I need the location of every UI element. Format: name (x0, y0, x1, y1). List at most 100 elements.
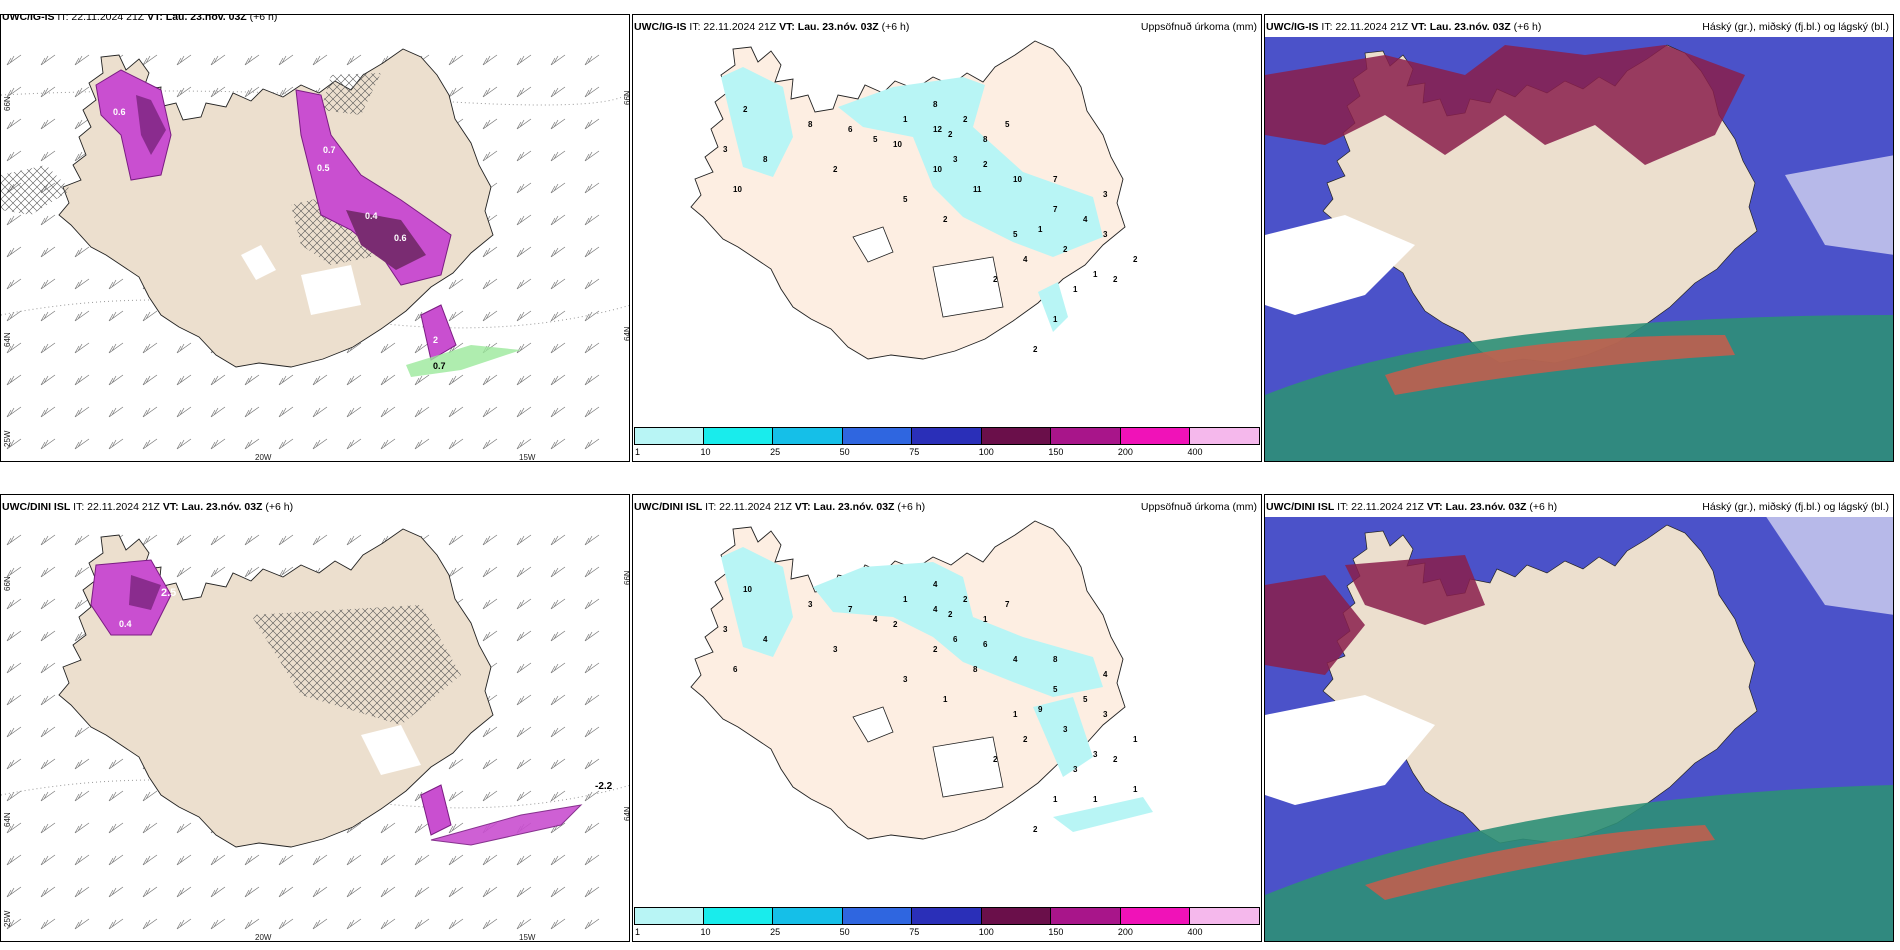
wind-barb (108, 406, 124, 418)
wind-barb (482, 918, 498, 930)
colorbar-swatch (634, 907, 704, 925)
wind-barb (482, 630, 498, 642)
colorbar-swatch (1051, 907, 1121, 925)
snow-value-label: -2.2 (595, 781, 613, 792)
wind-barb (210, 374, 226, 386)
precip-value-label: 11 (973, 185, 982, 194)
wind-barb (516, 534, 532, 546)
map-panel-dini-clouds[interactable]: UWC/DINI ISL IT: 22.11.2024 21Z VT: Lau.… (1264, 494, 1894, 942)
wind-barb (6, 854, 22, 866)
wind-barb (6, 534, 22, 546)
wind-barb (380, 822, 396, 834)
wind-barb (516, 310, 532, 322)
wind-barb (482, 246, 498, 258)
precip-value-label: 2 (963, 115, 968, 124)
wind-barb (6, 246, 22, 258)
panel-title: Uppsöfnuð úrkoma (mm) (1140, 21, 1257, 33)
panel-header: UWC/IG-IS IT: 22.11.2024 21Z VT: Lau. 23… (1266, 21, 1542, 33)
colorbar-tick-label: 1 (635, 927, 641, 937)
map-panel-dini-precip[interactable]: UWC/DINI ISL IT: 22.11.2024 21Z VT: Lau.… (632, 494, 1262, 942)
wind-barb (584, 598, 600, 610)
panel-title: Háský (gr.), miðský (fj.bl.) og lágský (… (1702, 501, 1889, 513)
wind-barb (6, 726, 22, 738)
wind-barb (550, 726, 566, 738)
wind-barb (380, 438, 396, 450)
wind-barb (584, 118, 600, 130)
wind-barb (550, 150, 566, 162)
precip-value-label: 5 (903, 195, 908, 204)
wind-barb (210, 886, 226, 898)
wind-barb (584, 758, 600, 770)
longitude-label: 15W (519, 453, 536, 462)
precip-value-label: 3 (723, 145, 728, 154)
wind-barb (584, 534, 600, 546)
colorbar-swatch (773, 907, 843, 925)
wind-barb (584, 150, 600, 162)
wind-barb (516, 118, 532, 130)
wind-barb (108, 822, 124, 834)
wind-barb (516, 726, 532, 738)
colorbar-tick-label: 100 (978, 447, 994, 457)
wind-barb (584, 886, 600, 898)
wind-barb (516, 886, 532, 898)
precip-value-label: 8 (1053, 655, 1058, 664)
wind-barb (278, 854, 294, 866)
wind-barb (244, 438, 260, 450)
precip-value-label: 3 (903, 675, 908, 684)
wind-barb (40, 278, 56, 290)
wind-barb (550, 566, 566, 578)
wind-barb (550, 182, 566, 194)
panel-header: UWC/DINI ISL IT: 22.11.2024 21Z VT: Lau.… (2, 501, 294, 513)
precip-value-label: 1 (1093, 795, 1098, 804)
wind-barb (312, 374, 328, 386)
map-panel-ig-clouds[interactable]: UWC/IG-IS IT: 22.11.2024 21Z VT: Lau. 23… (1264, 14, 1894, 462)
map-panel-dini-snow[interactable]: UWC/DINI ISL IT: 22.11.2024 21Z VT: Lau.… (0, 494, 630, 942)
panel-title: Uppsöfnuð úrkoma (mm) (1140, 501, 1257, 513)
wind-barb (40, 822, 56, 834)
map-canvas (690, 520, 1153, 840)
wind-barb (550, 54, 566, 66)
wind-barb (40, 598, 56, 610)
precip-value-label: 4 (933, 580, 938, 589)
wind-barb (244, 854, 260, 866)
wind-barb (278, 54, 294, 66)
colorbar-swatch (703, 427, 774, 445)
colorbar-tick-label: 100 (978, 927, 994, 937)
map-panel-ig-snow[interactable]: UWC/IG-IS IT: 22.11.2024 21Z VT: Lau. 23… (0, 14, 630, 462)
wind-barb (312, 886, 328, 898)
precip-value-label: 8 (763, 155, 768, 164)
wind-barb (210, 854, 226, 866)
wind-barb (40, 694, 56, 706)
wind-barb (40, 310, 56, 322)
precip-value-label: 4 (1103, 670, 1108, 679)
wind-barb (74, 854, 90, 866)
precip-value-label: 10 (743, 585, 752, 594)
wind-barb (516, 918, 532, 930)
precip-colorbar: 1 10 25 50 75 100 150 200 400 (634, 907, 1260, 939)
wind-barb (346, 374, 362, 386)
wind-barb (6, 118, 22, 130)
precip-value-label: 2 (743, 105, 748, 114)
wind-barb (74, 726, 90, 738)
longitude-label: 20W (255, 933, 272, 942)
precip-value-label: 4 (933, 605, 938, 614)
wind-barb (448, 278, 464, 290)
longitude-label: 15W (519, 933, 536, 942)
wind-barb (40, 406, 56, 418)
precip-value-label: 8 (973, 665, 978, 674)
wind-barb (40, 374, 56, 386)
wind-barb (40, 86, 56, 98)
wind-barb (74, 598, 90, 610)
precip-value-label: 4 (1023, 255, 1028, 264)
wind-barb (482, 854, 498, 866)
wind-barb (176, 822, 192, 834)
map-panel-ig-precip[interactable]: UWC/IG-IS IT: 22.11.2024 21Z VT: Lau. 23… (632, 14, 1262, 462)
precip-value-label: 7 (848, 605, 853, 614)
colorbar-tick-label: 10 (700, 927, 711, 937)
precip-value-label: 5 (1013, 230, 1018, 239)
wind-barb (550, 214, 566, 226)
wind-barb (6, 54, 22, 66)
precip-value-label: 3 (808, 600, 813, 609)
precip-value-label: 1 (1053, 315, 1058, 324)
wind-barb (448, 758, 464, 770)
